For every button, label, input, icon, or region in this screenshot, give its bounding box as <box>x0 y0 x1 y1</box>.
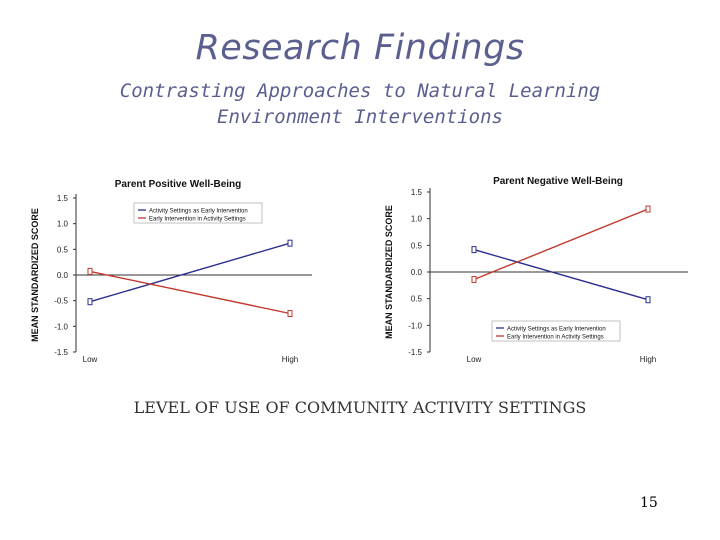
data-point <box>287 239 293 247</box>
subtitle-line-2: Environment Interventions <box>217 106 503 128</box>
data-point <box>645 205 651 213</box>
data-point <box>471 246 477 254</box>
chart-legend: Activity Settings as Early Intervention E… <box>133 202 263 224</box>
page-number: 15 <box>640 495 658 511</box>
y-tick-label: 0.5 <box>411 295 423 304</box>
x-tick-label: High <box>282 355 298 364</box>
y-tick-label: 0.0 <box>57 271 69 280</box>
y-tick-label: -1.0 <box>54 322 68 331</box>
data-point <box>87 267 93 275</box>
y-tick-label: 0.0 <box>411 268 423 277</box>
data-point <box>87 298 93 306</box>
y-tick-label: -1.5 <box>408 348 422 357</box>
legend-label: Early Intervention in Activity Settings <box>507 335 604 341</box>
x-tick-label: Low <box>83 355 98 364</box>
data-point <box>645 296 651 304</box>
x-tick-label: High <box>640 355 656 364</box>
slide-subtitle: Contrasting Approaches to Natural Learni… <box>0 78 720 130</box>
chart-legend: Activity Settings as Early Intervention E… <box>491 320 621 342</box>
legend-label: Activity Settings as Early Intervention <box>149 209 248 215</box>
series-line <box>473 248 649 301</box>
series-line <box>89 242 291 303</box>
series-line <box>473 208 649 281</box>
slide-title: Research Findings <box>195 28 525 68</box>
data-point <box>287 310 293 317</box>
y-tick-label: -0.5 <box>54 297 68 306</box>
y-axis-label: MEAN STANDARDIZED SCORE <box>30 208 40 342</box>
chart-negative-well-being: Parent Negative Well-Being MEAN STANDARDI… <box>384 176 688 364</box>
x-tick-label: Low <box>467 355 482 364</box>
legend-label: Activity Settings as Early Intervention <box>507 327 606 333</box>
series-line <box>89 270 291 315</box>
subtitle-line-1: Contrasting Approaches to Natural Learni… <box>119 80 601 102</box>
legend-label: Early Intervention in Activity Settings <box>149 217 246 223</box>
y-tick-label: 0.5 <box>411 241 423 250</box>
chart-title: Parent Negative Well-Being <box>493 176 623 187</box>
chart-title: Parent Positive Well-Being <box>115 179 242 190</box>
chart-positive-well-being: Parent Positive Well-Being MEAN STANDARDI… <box>30 179 312 364</box>
legend-box <box>133 202 263 224</box>
x-axis-caption: LEVEL OF USE OF COMMUNITY ACTIVITY SETTI… <box>133 398 587 417</box>
y-tick-label: -1.0 <box>408 321 422 330</box>
y-axis-label: MEAN STANDARDIZED SCORE <box>384 205 394 339</box>
y-tick-label: 1.0 <box>411 215 423 224</box>
y-tick-label: 1.0 <box>57 220 69 229</box>
y-tick-label: 0.5 <box>57 245 69 254</box>
y-tick-label: -1.5 <box>54 348 68 357</box>
data-point <box>471 275 477 283</box>
y-tick-label: 1.5 <box>57 194 69 203</box>
y-tick-label: 1.5 <box>411 188 423 197</box>
legend-box <box>491 320 621 342</box>
